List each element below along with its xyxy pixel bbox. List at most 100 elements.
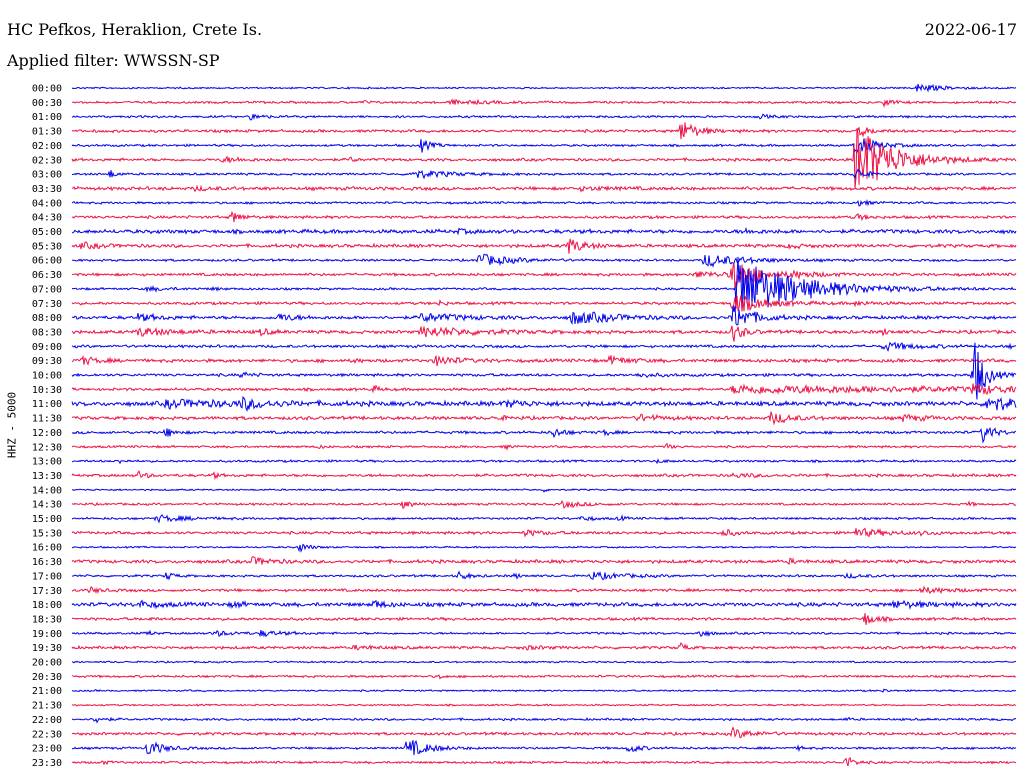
row-label: 23:00 xyxy=(32,744,62,755)
row-label: 18:00 xyxy=(32,600,62,611)
row-label-group: 00:00 00:30 01:00 01:30 02:00 02:30 03:00 03:30… xyxy=(32,84,62,769)
row-label: 20:30 xyxy=(32,672,62,683)
row-label: 13:00 xyxy=(32,457,62,468)
row-label: 14:30 xyxy=(32,500,62,511)
trace-line xyxy=(71,716,1017,724)
trace-line xyxy=(71,168,1017,180)
trace-line xyxy=(71,641,1017,651)
row-label: 01:00 xyxy=(32,112,62,123)
trace-group xyxy=(71,83,1017,767)
row-label: 11:30 xyxy=(32,414,62,425)
trace-line xyxy=(71,305,1017,326)
row-label: 00:00 xyxy=(32,84,62,95)
row-label: 22:00 xyxy=(32,715,62,726)
row-label: 05:00 xyxy=(32,227,62,238)
row-label: 15:00 xyxy=(32,514,62,525)
row-label: 22:30 xyxy=(32,729,62,740)
trace-line xyxy=(71,256,1017,312)
trace-line xyxy=(71,756,1016,767)
row-label: 02:00 xyxy=(32,141,62,152)
trace-line xyxy=(71,458,1017,465)
trace-line xyxy=(71,740,1017,756)
row-label: 06:00 xyxy=(32,256,62,267)
trace-line xyxy=(71,238,1017,254)
trace-line xyxy=(71,341,1017,352)
trace-line xyxy=(71,543,1017,553)
row-label: 21:30 xyxy=(32,701,62,712)
row-label: 14:00 xyxy=(32,485,62,496)
trace-line xyxy=(71,599,1017,610)
trace-line xyxy=(71,660,1017,664)
trace-line xyxy=(71,395,1017,412)
row-label: 18:30 xyxy=(32,614,62,625)
row-label: 04:00 xyxy=(32,198,62,209)
row-label: 05:30 xyxy=(32,241,62,252)
station-title: HC Pefkos, Heraklion, Crete Is. xyxy=(7,20,263,39)
row-label: 15:30 xyxy=(32,528,62,539)
trace-line xyxy=(72,488,1017,493)
trace-line xyxy=(71,210,1017,223)
trace-line xyxy=(71,113,1017,121)
trace-line xyxy=(71,383,1017,396)
row-label: 02:30 xyxy=(32,155,62,166)
row-label: 10:00 xyxy=(32,371,62,382)
row-label: 11:00 xyxy=(32,399,62,410)
trace-line xyxy=(71,726,1017,739)
trace-line xyxy=(71,570,1017,581)
row-label: 10:30 xyxy=(32,385,62,396)
trace-line xyxy=(71,342,1017,400)
row-label: 07:30 xyxy=(32,299,62,310)
row-label: 07:00 xyxy=(32,284,62,295)
trace-line xyxy=(71,499,1017,510)
trace-line xyxy=(71,470,1017,481)
trace-line xyxy=(71,514,1017,524)
trace-line xyxy=(71,556,1017,566)
trace-line xyxy=(71,411,1017,426)
row-label: 09:00 xyxy=(32,342,62,353)
row-label: 17:00 xyxy=(32,571,62,582)
trace-line xyxy=(72,226,1017,236)
row-label: 19:30 xyxy=(32,643,62,654)
row-label: 19:00 xyxy=(32,629,62,640)
row-label: 23:30 xyxy=(32,758,62,769)
trace-line xyxy=(71,426,1017,444)
row-label: 12:30 xyxy=(32,442,62,453)
trace-line xyxy=(71,442,1017,451)
trace-line xyxy=(71,325,1017,342)
trace-line xyxy=(71,253,1016,268)
trace-line xyxy=(71,83,1017,93)
trace-line xyxy=(71,98,1017,108)
row-label: 16:00 xyxy=(32,543,62,554)
row-label: 17:30 xyxy=(32,586,62,597)
row-label: 08:00 xyxy=(32,313,62,324)
trace-line xyxy=(71,122,1017,140)
row-label: 04:30 xyxy=(32,213,62,224)
row-label: 21:00 xyxy=(32,686,62,697)
filter-subtitle: Applied filter: WWSSN-SP xyxy=(7,51,220,70)
date-label: 2022-06-17 xyxy=(924,20,1017,39)
row-label: 03:00 xyxy=(32,170,62,181)
trace-line xyxy=(71,184,1017,193)
trace-line xyxy=(71,199,1017,207)
trace-line xyxy=(71,688,1017,693)
row-label: 12:00 xyxy=(32,428,62,439)
row-label: 00:30 xyxy=(32,98,62,109)
trace-line xyxy=(71,128,1017,189)
row-label: 08:30 xyxy=(32,327,62,338)
trace-line xyxy=(71,703,1017,707)
trace-line xyxy=(71,585,1017,595)
row-label: 03:30 xyxy=(32,184,62,195)
trace-line xyxy=(71,263,1017,291)
trace-line xyxy=(71,613,1017,625)
row-label: 01:30 xyxy=(32,127,62,138)
trace-line xyxy=(71,354,1017,367)
row-label: 09:30 xyxy=(32,356,62,367)
row-label: 16:30 xyxy=(32,557,62,568)
row-label: 06:30 xyxy=(32,270,62,281)
trace-line xyxy=(71,295,1017,312)
trace-line xyxy=(71,674,1017,680)
trace-line xyxy=(71,527,1017,538)
row-label: 20:00 xyxy=(32,658,62,669)
row-label: 13:30 xyxy=(32,471,62,482)
